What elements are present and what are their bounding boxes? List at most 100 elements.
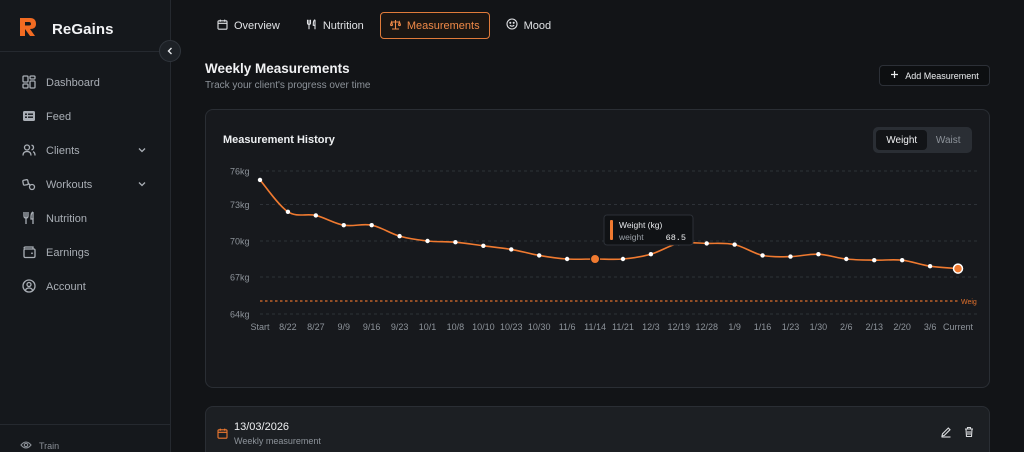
measurement-entry[interactable]: 13/03/2026 Weekly measurement (205, 406, 990, 452)
x-tick-label: 9/16 (363, 322, 381, 332)
sidebar-item-label: Workouts (46, 179, 93, 191)
x-tick-label: 11/6 (559, 322, 576, 332)
y-tick-label: 76kg (230, 167, 250, 177)
x-tick-label: 10/10 (472, 322, 495, 332)
add-measurement-label: Add Measurement (905, 70, 979, 81)
chevron-down-icon[interactable] (137, 179, 147, 192)
y-tick-label: 73kg (230, 200, 250, 210)
add-measurement-button[interactable]: Add Measurement (879, 65, 990, 86)
sidebar-item-workouts[interactable]: Workouts (0, 168, 171, 202)
x-tick-label: 12/19 (668, 322, 691, 332)
x-tick-label: 1/23 (782, 322, 800, 332)
highlight-point (590, 254, 601, 264)
chevron-left-icon (166, 42, 174, 60)
smile-icon (506, 18, 518, 33)
metric-toggle: Weight Waist (873, 127, 972, 153)
calendar-icon (217, 426, 228, 444)
x-tick-label: 2/6 (840, 322, 853, 332)
data-point (872, 258, 877, 263)
tab-overview[interactable]: Overview (207, 12, 290, 39)
sidebar-collapse-button[interactable] (159, 40, 181, 62)
x-tick-label: 10/1 (419, 322, 437, 332)
dumbbell-icon (22, 177, 36, 194)
sidebar-item-account[interactable]: Account (0, 270, 171, 304)
data-point (341, 222, 346, 228)
sidebar-item-label: Feed (46, 111, 72, 123)
measurement-history-card: Measurement History Weight Waist 76kg 73k… (205, 109, 990, 388)
data-point (285, 209, 291, 214)
scale-icon (389, 19, 401, 33)
eye-icon (20, 440, 32, 452)
data-point (257, 177, 263, 183)
sidebar-item-earnings[interactable]: Earnings (0, 236, 171, 270)
tooltip-swatch (610, 220, 613, 240)
sidebar-item-dashboard[interactable]: Dashboard (0, 66, 171, 100)
series-line (259, 179, 959, 270)
entry-date: 13/03/2026 (234, 421, 290, 433)
sidebar-item-clients[interactable]: Clients (0, 134, 171, 168)
sidebar: ReGains Dashboard Feed Clients (0, 0, 171, 452)
brand[interactable]: ReGains (18, 16, 114, 43)
sidebar-item-label: Earnings (46, 247, 90, 259)
data-point (899, 258, 905, 263)
x-tick-label: Start (250, 322, 270, 332)
x-tick-label: 10/8 (447, 322, 465, 332)
data-point (788, 254, 793, 259)
sidebar-item-label: Clients (46, 145, 80, 157)
train-toggle[interactable]: Train (20, 440, 59, 452)
sidebar-item-label: Nutrition (46, 213, 87, 225)
sidebar-item-label: Account (46, 281, 86, 293)
utensils-icon (22, 210, 36, 228)
data-point (313, 213, 319, 218)
x-tick-label: 12/3 (642, 322, 660, 332)
users-icon (22, 143, 36, 160)
wallet-icon (22, 245, 36, 262)
tab-mood[interactable]: Mood (496, 12, 562, 39)
tooltip-value: 68.5 (666, 233, 686, 243)
data-point (704, 241, 709, 246)
data-point (760, 253, 765, 258)
toggle-waist[interactable]: Waist (935, 134, 961, 146)
sidebar-divider (0, 51, 171, 52)
data-point (397, 233, 402, 239)
trash-icon[interactable] (963, 425, 975, 443)
sidebar-bottom-divider (0, 424, 171, 425)
user-circle-icon (22, 278, 36, 296)
x-tick-label: 2/20 (893, 322, 911, 332)
x-tick-label: 9/23 (391, 322, 409, 332)
x-tick-label: 11/14 (584, 322, 606, 332)
data-point (453, 240, 458, 245)
data-point (844, 256, 849, 262)
data-point (509, 247, 514, 252)
x-tick-label: 3/6 (924, 322, 937, 332)
sidebar-item-nutrition[interactable]: Nutrition (0, 202, 171, 236)
chart-title: Measurement History (223, 134, 335, 146)
data-point (425, 238, 430, 244)
tab-measurements[interactable]: Measurements (379, 12, 490, 39)
x-tick-label: 8/22 (279, 322, 297, 332)
tab-nutrition[interactable]: Nutrition (296, 12, 374, 39)
tab-label: Nutrition (322, 19, 364, 32)
entry-subtitle: Weekly measurement (234, 436, 321, 446)
y-tick-label: 64kg (230, 310, 250, 320)
edit-icon[interactable] (940, 425, 952, 443)
data-point (537, 253, 542, 258)
sidebar-item-label: Dashboard (46, 77, 100, 89)
data-point (620, 256, 626, 262)
page-title: Weekly Measurements (205, 61, 350, 76)
regains-logo-icon (18, 16, 38, 43)
sidebar-item-feed[interactable]: Feed (0, 100, 171, 134)
data-point (927, 264, 933, 269)
chevron-down-icon[interactable] (137, 145, 147, 158)
data-point (732, 242, 737, 247)
tooltip-label: weight (618, 232, 644, 242)
feed-icon (22, 109, 36, 126)
tab-label: Mood (523, 19, 552, 32)
toggle-weight[interactable]: Weight (876, 130, 928, 150)
y-tick-label: 67kg (230, 273, 250, 283)
tooltip-box (603, 214, 694, 246)
y-tick-label: 70kg (230, 237, 250, 247)
page-subtitle: Track your client's progress over time (205, 80, 371, 91)
x-tick-label: 1/9 (728, 322, 741, 332)
calendar-icon (217, 19, 228, 33)
